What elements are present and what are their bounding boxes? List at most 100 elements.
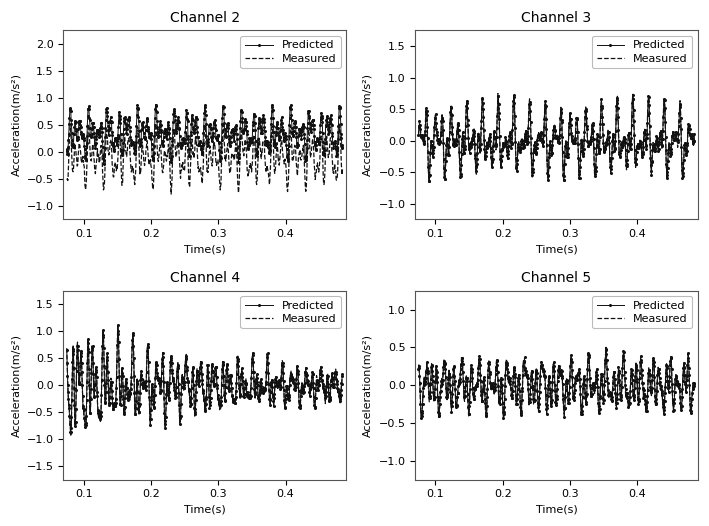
Predicted [584,143,593,149]
Predicted [233,130,241,137]
Predicted [629,92,637,98]
Y-axis label: Acceleration(m/s²): Acceleration(m/s²) [11,333,21,437]
Measured [425,176,433,183]
Measured [414,132,423,138]
X-axis label: Time(s): Time(s) [535,505,577,515]
Predicted [480,146,489,152]
Measured [62,345,71,351]
Predicted [414,366,423,372]
Measured [128,164,137,170]
Predicted [594,400,603,406]
Measured [105,398,113,404]
Measured [242,390,251,397]
Measured [482,415,491,421]
Y-axis label: Acceleration(m/s²): Acceleration(m/s²) [363,74,373,176]
Measured [167,191,175,197]
Legend: Predicted, Measured: Predicted, Measured [592,296,692,328]
Measured [584,144,593,150]
Measured [67,432,75,438]
Predicted [489,135,498,141]
Line: Predicted: Predicted [418,94,695,182]
Y-axis label: Acceleration(m/s²): Acceleration(m/s²) [11,74,21,176]
Line: Measured: Measured [67,330,342,435]
Measured [338,167,347,173]
Measured [335,121,344,127]
Predicted [242,392,251,398]
Measured [233,370,241,377]
Measured [594,147,603,154]
Predicted [532,141,541,147]
Legend: Predicted, Measured: Predicted, Measured [240,296,340,328]
X-axis label: Time(s): Time(s) [184,505,225,515]
Predicted [690,131,698,137]
Measured [338,374,347,380]
Predicted [457,361,465,368]
Measured [533,136,542,142]
Title: Channel 4: Channel 4 [169,271,240,285]
Predicted [602,346,610,352]
Predicted [138,381,147,387]
Title: Channel 3: Channel 3 [521,11,591,25]
Predicted [105,127,113,134]
Predicted [584,351,593,357]
Legend: Predicted, Measured: Predicted, Measured [240,36,340,68]
Line: Measured: Measured [67,124,342,194]
Legend: Predicted, Measured: Predicted, Measured [592,36,692,68]
Measured [242,150,251,156]
Predicted [113,322,122,328]
Predicted [594,144,603,150]
Predicted [99,161,108,167]
X-axis label: Time(s): Time(s) [184,245,225,255]
Measured [105,152,113,158]
Measured [62,176,71,183]
Measured [493,90,502,97]
Measured [532,377,541,383]
Line: Predicted: Predicted [418,349,695,419]
Measured [457,368,465,374]
Y-axis label: Acceleration(m/s²): Acceleration(m/s²) [363,333,373,437]
Measured [489,135,498,141]
Predicted [338,142,347,148]
Predicted [480,382,489,388]
Title: Channel 5: Channel 5 [521,271,591,285]
Measured [480,377,489,383]
Measured [181,151,189,158]
Predicted [62,347,71,353]
Measured [113,327,122,333]
Predicted [138,126,146,132]
Measured [457,168,465,174]
Measured [138,379,147,385]
Measured [232,147,240,154]
Predicted [66,429,74,436]
Predicted [128,141,137,147]
Line: Measured: Measured [418,94,694,179]
Predicted [105,402,113,408]
Predicted [417,415,425,421]
Line: Predicted: Predicted [66,104,343,165]
Measured [489,388,498,394]
Measured [129,331,138,338]
Predicted [242,130,251,137]
Measured [414,365,423,371]
Measured [138,154,146,160]
Title: Channel 2: Channel 2 [169,11,240,25]
Line: Predicted: Predicted [66,324,343,433]
Predicted [532,375,541,381]
Predicted [182,124,190,130]
X-axis label: Time(s): Time(s) [535,245,577,255]
Measured [182,357,190,363]
Predicted [457,170,465,177]
Predicted [62,146,71,153]
Measured [690,382,698,388]
Predicted [690,381,698,387]
Measured [480,144,489,150]
Measured [602,344,610,350]
Predicted [338,371,347,378]
Measured [690,133,698,139]
Predicted [425,178,433,184]
Measured [594,398,603,404]
Predicted [152,102,160,108]
Predicted [414,132,423,138]
Predicted [489,385,498,391]
Predicted [233,370,241,377]
